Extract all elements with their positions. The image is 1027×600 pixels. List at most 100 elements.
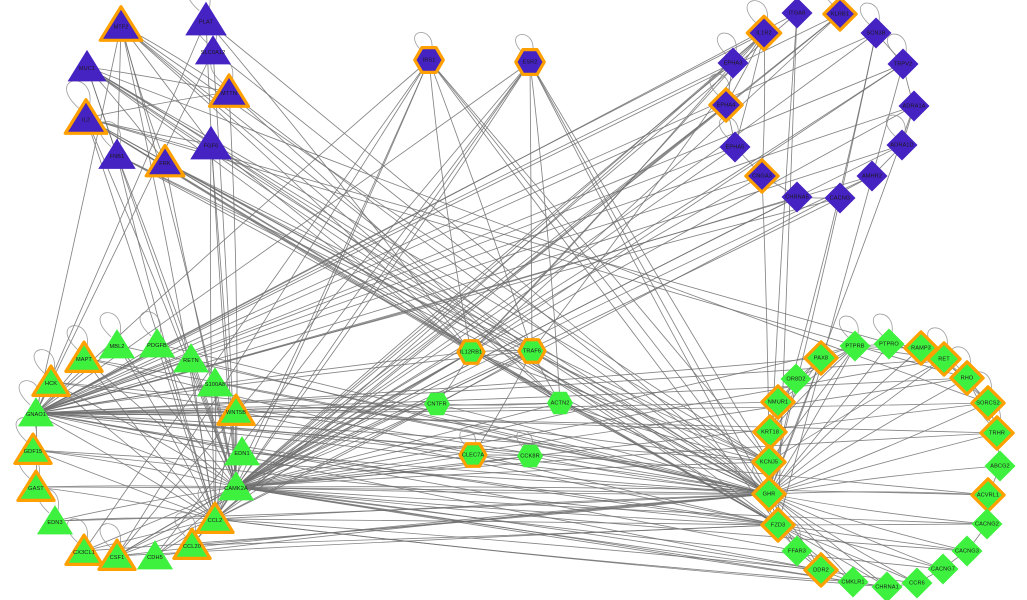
node-hexagon-shape[interactable] bbox=[517, 338, 547, 364]
node-diamond-shape[interactable] bbox=[719, 131, 751, 163]
graph-node[interactable] bbox=[172, 527, 212, 560]
graph-node[interactable] bbox=[751, 476, 787, 512]
node-triangle-shape[interactable] bbox=[31, 364, 71, 397]
node-diamond-shape[interactable] bbox=[781, 535, 813, 567]
node-triangle-shape[interactable] bbox=[98, 329, 136, 359]
graph-node[interactable] bbox=[64, 533, 104, 566]
node-diamond-shape[interactable] bbox=[803, 552, 839, 588]
graph-node[interactable] bbox=[217, 471, 255, 501]
graph-node[interactable] bbox=[760, 384, 796, 420]
node-hexagon-shape[interactable] bbox=[458, 442, 488, 468]
graph-node[interactable] bbox=[871, 571, 903, 600]
node-triangle-shape[interactable] bbox=[98, 5, 144, 42]
graph-node[interactable] bbox=[856, 160, 888, 192]
node-diamond-shape[interactable] bbox=[951, 535, 983, 567]
graph-node[interactable] bbox=[185, 1, 227, 36]
graph-node[interactable] bbox=[517, 338, 547, 364]
node-diamond-shape[interactable] bbox=[822, 0, 858, 32]
graph-node[interactable] bbox=[413, 46, 445, 74]
node-diamond-shape[interactable] bbox=[873, 328, 905, 360]
node-triangle-shape[interactable] bbox=[63, 98, 109, 135]
graph-node[interactable] bbox=[970, 477, 1006, 513]
node-diamond-shape[interactable] bbox=[984, 450, 1016, 482]
graph-node[interactable] bbox=[887, 48, 919, 80]
graph-node[interactable] bbox=[456, 339, 486, 365]
node-triangle-shape[interactable] bbox=[185, 1, 227, 36]
node-triangle-shape[interactable] bbox=[13, 432, 53, 465]
node-triangle-shape[interactable] bbox=[36, 505, 74, 535]
graph-node[interactable] bbox=[901, 567, 933, 599]
graph-node[interactable] bbox=[17, 397, 55, 427]
graph-node[interactable] bbox=[803, 552, 839, 588]
node-triangle-shape[interactable] bbox=[196, 367, 234, 397]
node-triangle-shape[interactable] bbox=[67, 49, 107, 82]
graph-node[interactable] bbox=[31, 364, 71, 397]
graph-node[interactable] bbox=[138, 328, 176, 358]
node-diamond-shape[interactable] bbox=[839, 330, 871, 362]
node-diamond-shape[interactable] bbox=[871, 571, 903, 600]
graph-node[interactable] bbox=[873, 328, 905, 360]
node-hexagon-shape[interactable] bbox=[546, 391, 574, 415]
graph-node[interactable] bbox=[423, 392, 451, 416]
node-diamond-shape[interactable] bbox=[744, 158, 780, 194]
node-triangle-shape[interactable] bbox=[17, 397, 55, 427]
node-hexagon-shape[interactable] bbox=[413, 46, 445, 74]
graph-node[interactable] bbox=[719, 131, 751, 163]
node-diamond-shape[interactable] bbox=[949, 360, 985, 396]
node-diamond-shape[interactable] bbox=[824, 182, 856, 214]
graph-node[interactable] bbox=[971, 508, 1003, 540]
node-diamond-shape[interactable] bbox=[745, 14, 783, 52]
node-diamond-shape[interactable] bbox=[886, 129, 918, 161]
graph-node[interactable] bbox=[13, 432, 53, 465]
graph-node[interactable] bbox=[97, 538, 137, 571]
node-diamond-shape[interactable] bbox=[780, 363, 812, 395]
node-hexagon-shape[interactable] bbox=[456, 339, 486, 365]
graph-node[interactable] bbox=[67, 49, 107, 82]
graph-node[interactable] bbox=[951, 535, 983, 567]
node-diamond-shape[interactable] bbox=[760, 507, 796, 543]
node-diamond-shape[interactable] bbox=[971, 508, 1003, 540]
graph-node[interactable] bbox=[708, 87, 744, 123]
node-triangle-shape[interactable] bbox=[16, 469, 56, 502]
node-diamond-shape[interactable] bbox=[898, 90, 930, 122]
graph-node[interactable] bbox=[837, 566, 869, 598]
graph-node[interactable] bbox=[136, 540, 174, 570]
graph-node[interactable] bbox=[979, 415, 1015, 451]
node-triangle-shape[interactable] bbox=[195, 501, 235, 534]
graph-node[interactable] bbox=[970, 385, 1006, 421]
graph-node[interactable] bbox=[190, 125, 232, 160]
node-hexagon-shape[interactable] bbox=[516, 444, 544, 468]
node-triangle-shape[interactable] bbox=[223, 436, 261, 466]
node-diamond-shape[interactable] bbox=[837, 566, 869, 598]
node-diamond-shape[interactable] bbox=[760, 384, 796, 420]
graph-node[interactable] bbox=[744, 158, 780, 194]
node-triangle-shape[interactable] bbox=[216, 393, 256, 426]
graph-node[interactable] bbox=[546, 391, 574, 415]
node-triangle-shape[interactable] bbox=[64, 533, 104, 566]
graph-node[interactable] bbox=[824, 182, 856, 214]
graph-node[interactable] bbox=[984, 450, 1016, 482]
node-diamond-shape[interactable] bbox=[970, 385, 1006, 421]
node-triangle-shape[interactable] bbox=[207, 73, 251, 108]
graph-node[interactable] bbox=[172, 343, 210, 373]
graph-node[interactable] bbox=[781, 535, 813, 567]
graph-node[interactable] bbox=[36, 505, 74, 535]
graph-node[interactable] bbox=[926, 341, 962, 377]
graph-node[interactable] bbox=[514, 48, 546, 76]
graph-node[interactable] bbox=[216, 393, 256, 426]
graph-node[interactable] bbox=[64, 340, 104, 373]
node-triangle-shape[interactable] bbox=[217, 471, 255, 501]
graph-node[interactable] bbox=[745, 14, 783, 52]
graph-node[interactable] bbox=[458, 442, 488, 468]
node-triangle-shape[interactable] bbox=[136, 540, 174, 570]
node-hexagon-shape[interactable] bbox=[514, 48, 546, 76]
graph-node[interactable] bbox=[195, 501, 235, 534]
node-triangle-shape[interactable] bbox=[144, 143, 186, 178]
node-diamond-shape[interactable] bbox=[860, 17, 892, 49]
graph-node[interactable] bbox=[839, 330, 871, 362]
node-triangle-shape[interactable] bbox=[64, 340, 104, 373]
node-diamond-shape[interactable] bbox=[927, 553, 959, 585]
graph-node[interactable] bbox=[98, 138, 136, 169]
node-triangle-shape[interactable] bbox=[172, 527, 212, 560]
